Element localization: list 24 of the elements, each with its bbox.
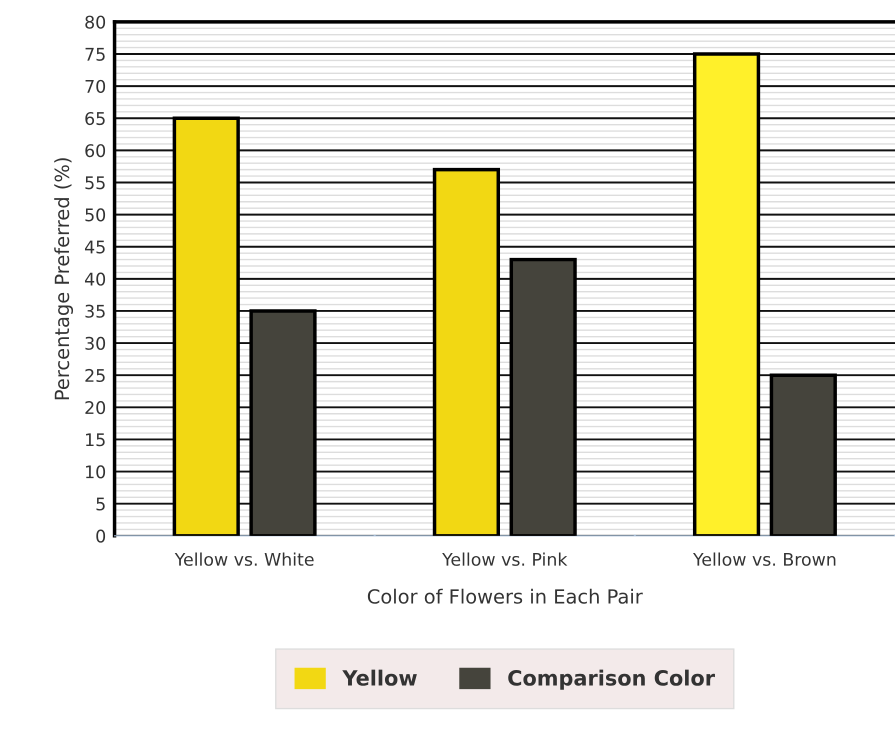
y-tick-label: 75 (86, 48, 105, 61)
y-axis-title: Percentage Preferred (%) (54, 158, 74, 400)
x-tick-label: Yellow vs. Brown (692, 552, 836, 566)
y-tick-label: 15 (86, 433, 105, 446)
y-tick-label: 5 (96, 498, 105, 511)
y-tick-label: 65 (85, 112, 105, 126)
y-tick-label: 60 (85, 144, 106, 158)
x-tick-label: Yellow vs. Pink (442, 552, 568, 566)
y-tick-label: 30 (85, 336, 106, 350)
y-tick-label: 10 (86, 465, 106, 478)
x-axis-title: Color of Flowers in Each Pair (368, 588, 643, 604)
y-tick-label: 0 (96, 530, 106, 543)
y-tick-label: 40 (84, 272, 106, 286)
legend-label: Yellow (342, 670, 417, 686)
legend-label: Comparison Color (508, 670, 715, 690)
y-tick-label: 80 (85, 16, 106, 29)
y-tick-label: 20 (85, 401, 106, 414)
x-tick-label: Yellow vs. White (174, 552, 314, 566)
y-tick-label: 55 (85, 176, 105, 190)
y-tick-label: 25 (85, 368, 105, 382)
y-tick-label: 70 (86, 80, 106, 93)
y-tick-label: 35 (85, 304, 105, 318)
y-tick-label: 50 (85, 208, 106, 222)
y-tick-label: 45 (84, 240, 105, 254)
